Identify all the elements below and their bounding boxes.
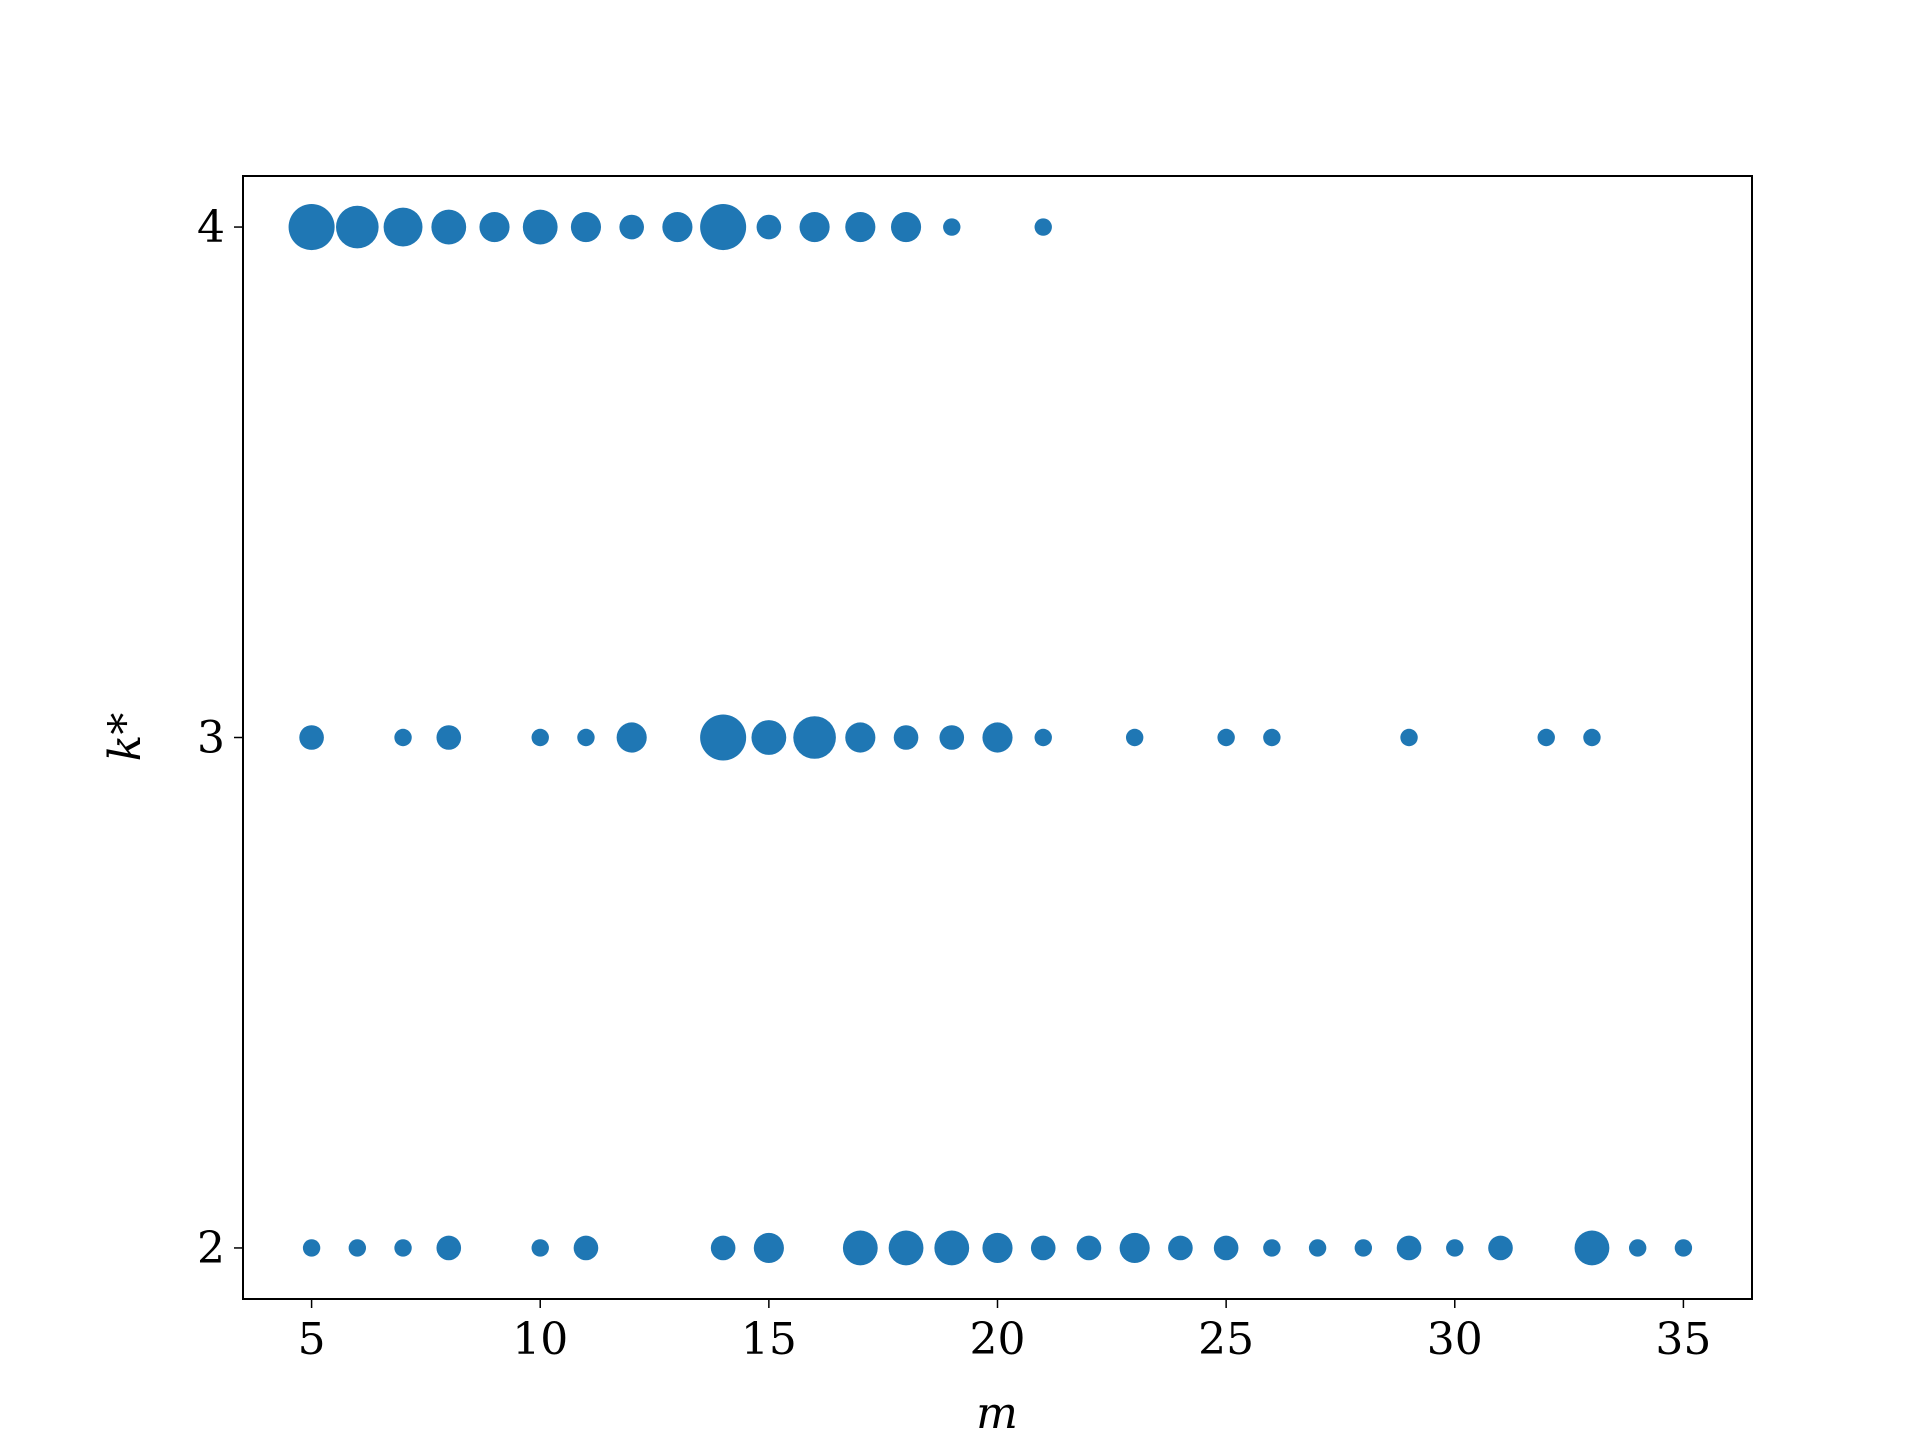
point xyxy=(1030,1235,1056,1261)
point xyxy=(336,205,379,249)
point xyxy=(753,1232,784,1264)
point xyxy=(522,209,558,245)
y-tick-label: 3 xyxy=(197,713,225,764)
point xyxy=(577,728,595,747)
point xyxy=(982,1232,1013,1264)
point xyxy=(1574,1230,1610,1266)
point xyxy=(348,1239,367,1257)
x-tick-label: 20 xyxy=(970,1314,1026,1365)
point xyxy=(700,204,747,251)
point xyxy=(842,1230,878,1266)
point xyxy=(1537,728,1555,747)
point xyxy=(616,722,647,753)
point xyxy=(700,714,747,761)
point xyxy=(845,722,876,753)
point xyxy=(302,1239,321,1257)
point xyxy=(1213,1235,1239,1261)
point xyxy=(531,1239,549,1257)
point xyxy=(845,211,876,243)
point xyxy=(756,214,782,240)
point xyxy=(394,1239,412,1257)
point xyxy=(431,209,467,245)
y-tick-label: 2 xyxy=(197,1223,225,1274)
x-tick-label: 35 xyxy=(1655,1314,1711,1365)
x-tick-label: 5 xyxy=(298,1314,326,1365)
point xyxy=(1628,1239,1647,1257)
point xyxy=(1119,1232,1150,1264)
point xyxy=(1076,1235,1102,1261)
point xyxy=(1125,728,1144,747)
point xyxy=(799,211,830,243)
x-tick-label: 10 xyxy=(512,1314,568,1365)
point xyxy=(1034,728,1052,747)
point xyxy=(1217,728,1235,747)
point xyxy=(1488,1235,1513,1261)
point xyxy=(1396,1235,1422,1261)
point xyxy=(436,725,462,750)
point xyxy=(1400,728,1418,747)
point xyxy=(893,725,919,750)
y-tick-label: 4 xyxy=(197,202,225,253)
point xyxy=(619,214,644,240)
point xyxy=(1263,728,1281,747)
point xyxy=(943,218,961,236)
point xyxy=(1263,1239,1281,1257)
point xyxy=(479,211,510,243)
point xyxy=(436,1235,462,1261)
point xyxy=(1674,1239,1693,1257)
x-tick-label: 15 xyxy=(741,1314,797,1365)
point xyxy=(710,1235,736,1261)
point xyxy=(888,1230,924,1266)
point xyxy=(934,1230,970,1266)
point xyxy=(288,204,335,251)
point xyxy=(1583,728,1601,747)
x-tick-label: 30 xyxy=(1427,1314,1483,1365)
point xyxy=(793,716,836,759)
point xyxy=(299,725,324,750)
point xyxy=(1168,1235,1193,1261)
point xyxy=(1446,1239,1464,1257)
point xyxy=(573,1235,599,1261)
point xyxy=(394,728,412,747)
point xyxy=(531,728,549,747)
point xyxy=(383,207,423,247)
point xyxy=(982,722,1013,753)
point xyxy=(890,211,922,243)
point xyxy=(1354,1239,1373,1257)
point xyxy=(570,211,602,243)
point xyxy=(939,725,965,750)
y-axis-label: k* xyxy=(100,713,151,762)
x-tick-label: 25 xyxy=(1198,1314,1254,1365)
point xyxy=(751,720,787,755)
point xyxy=(662,211,693,243)
point xyxy=(1034,218,1052,236)
point xyxy=(1308,1239,1327,1257)
x-axis-label: m xyxy=(976,1388,1018,1439)
